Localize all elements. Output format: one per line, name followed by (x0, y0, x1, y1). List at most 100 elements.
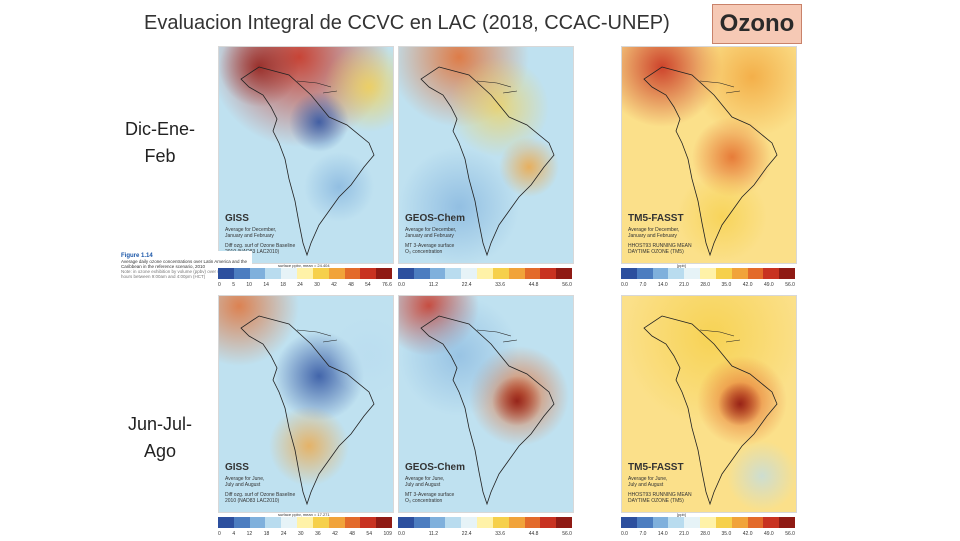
colorbar-swatch (265, 517, 282, 528)
colorbar-swatch (445, 517, 462, 528)
colorbar-tick-label: 54 (365, 282, 371, 288)
colorbar-swatch (233, 517, 250, 528)
colorbar-tick-label: 5 (232, 282, 235, 288)
colorbar-swatch (328, 517, 345, 528)
caribbean-outline (699, 80, 741, 94)
ozone-concentration-blob (399, 296, 519, 416)
ozone-concentration-blob (718, 382, 762, 426)
panel-detail: MT 3-Average surface O₃ concentration (405, 243, 455, 255)
colorbar-swatch (281, 517, 298, 528)
colorbar-swatch (684, 268, 701, 279)
ozone-map-panel: GISS Average for December, January and Fe… (218, 46, 394, 264)
colorbar-ticks: 0 4 12 18 24 30 36 42 48 54 109 (218, 531, 392, 537)
colorbar-swatch (731, 268, 748, 279)
colorbar-swatch (492, 268, 509, 279)
model-name: GISS (225, 213, 249, 224)
ozone-map-panel: TM5-FASST Average for June, July and Augu… (621, 295, 797, 513)
colorbar-swatch (360, 268, 377, 279)
model-name: TM5-FASST (628, 213, 684, 224)
colorbar-swatch (668, 517, 685, 528)
ozone-field-map (622, 296, 796, 512)
ozone-field-map (622, 47, 796, 263)
colorbar-swatch (508, 268, 525, 279)
colorbar-swatch (684, 517, 701, 528)
colorbar-swatch (312, 517, 329, 528)
colorbar-swatch (652, 517, 669, 528)
colorbar-tick-label: 24 (297, 282, 303, 288)
colorbar-swatch (747, 268, 764, 279)
colorbar-swatches (621, 517, 795, 528)
ozone-map-panel: GEOS-Chem Average for June, July and Augu… (398, 295, 574, 513)
colorbar-tick-label: 18 (263, 531, 270, 537)
row-label-djf-line1: Dic-Ene- (124, 119, 195, 139)
colorbar-swatch (218, 268, 234, 279)
colorbar-tick-label: 18 (280, 282, 286, 288)
colorbar-swatch (779, 268, 795, 279)
colorbar-tick-label: 44.8 (528, 282, 539, 288)
colorbar-swatches (621, 268, 795, 279)
colorbar-tick-label: 28.0 (700, 282, 711, 288)
colorbar-swatch (218, 517, 234, 528)
colorbar-tick-label: 54 (366, 531, 372, 537)
colorbar: 0.0 7.0 14.0 21.0 28.0 35.0 42.0 49.0 56.0 (621, 517, 795, 541)
colorbar-swatch (508, 517, 525, 528)
colorbar-swatch (376, 517, 392, 528)
colorbar: 0.0 7.0 14.0 21.0 28.0 35.0 42.0 49.0 56.0 (621, 268, 795, 292)
colorbar-swatch (492, 517, 509, 528)
colorbar-unit: [ppb] (677, 263, 686, 268)
colorbar-tick-label: 49.0 (763, 531, 774, 537)
colorbar-swatch (731, 517, 748, 528)
colorbar-tick-label: 22.4 (461, 282, 472, 288)
colorbar-swatch (328, 268, 345, 279)
colorbar-swatch (715, 517, 732, 528)
colorbar-swatch (281, 268, 298, 279)
colorbar-swatch (556, 268, 572, 279)
colorbar-swatches (218, 517, 392, 528)
colorbar-swatch (715, 268, 732, 279)
panel-detail: HHOST93 RUNNING MEAN DAYTIME OZONE (TM5) (628, 243, 692, 255)
ozone-concentration-blob (692, 47, 796, 137)
panel-description: Average for June, July and August (225, 476, 265, 488)
colorbar-tick-label: 30 (297, 531, 304, 537)
colorbar-ticks: 0.0 7.0 14.0 21.0 28.0 35.0 42.0 49.0 56.0 (621, 282, 795, 288)
colorbar-tick-label: 0.0 (398, 531, 405, 537)
colorbar-ticks: 0.0 11.2 22.4 33.6 44.8 56.0 (398, 531, 572, 537)
colorbar-tick-label: 56.0 (785, 531, 795, 537)
ozone-map-panel: TM5-FASST Average for December, January a… (621, 46, 797, 264)
continent-outline (420, 315, 555, 506)
panel-description: Average for June, July and August (628, 476, 668, 488)
ozone-concentration-blob (499, 137, 559, 197)
colorbar-swatch (477, 268, 493, 279)
colorbar-swatch (524, 517, 541, 528)
panel-detail: HHOST93 RUNNING MEAN DAYTIME OZONE (TM5) (628, 492, 692, 504)
colorbar-tick-label: 11.2 (428, 282, 439, 288)
colorbar-tick-label: 24 (280, 531, 287, 537)
colorbar-tick-label: 56.0 (785, 282, 795, 288)
ozone-concentration-blob (449, 57, 549, 157)
colorbar-swatch (636, 517, 653, 528)
panel-description: Average for December, January and Februa… (405, 227, 457, 239)
colorbar-swatch (249, 268, 266, 279)
colorbar-swatch (249, 517, 266, 528)
figure-number: Figure 1.14 (121, 253, 153, 259)
colorbar-tick-label: 109 (383, 531, 392, 537)
colorbar-swatch (312, 268, 329, 279)
colorbar-swatches (398, 517, 572, 528)
row-label-djf: Dic-Ene- Feb (110, 116, 210, 170)
colorbar-tick-label: 7.0 (639, 282, 647, 288)
colorbar: 0 4 12 18 24 30 36 42 48 54 109 (218, 517, 392, 541)
colorbar-swatch (398, 517, 414, 528)
model-name: GISS (225, 462, 249, 473)
colorbar-unit: surface ppbv, mean = 17.271 (278, 512, 330, 517)
ozone-map-panel: GISS Average for June, July and August Dif… (218, 295, 394, 513)
model-name: GEOS-Chem (405, 462, 466, 473)
colorbar-swatch (297, 517, 313, 528)
model-name: TM5-FASST (628, 462, 684, 473)
figure-caption-text: Average daily ozone concentrations over … (121, 259, 247, 269)
colorbar-swatch (652, 268, 669, 279)
colorbar-swatch (413, 268, 430, 279)
colorbar-tick-label: 48 (348, 282, 354, 288)
colorbar-tick-label: 33.6 (495, 531, 505, 537)
panel-detail: MT 3-Average surface O₃ concentration (405, 492, 455, 504)
colorbar-unit: [ppb] (677, 512, 686, 517)
